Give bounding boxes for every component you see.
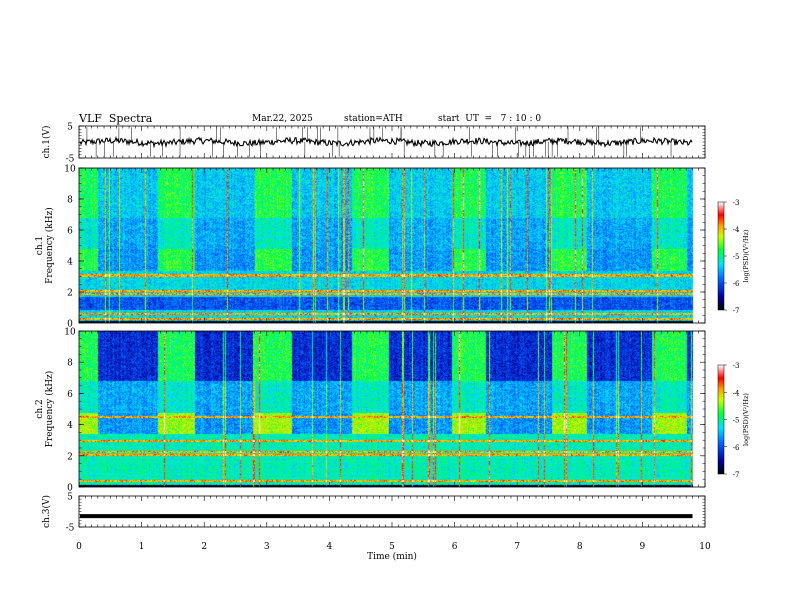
ch1-spectrogram-ylabel: Frequency (kHz) bbox=[44, 207, 55, 284]
ch2-spectrogram-ylabel: Frequency (kHz) bbox=[44, 371, 55, 448]
ch2-spectrogram-image bbox=[79, 331, 705, 487]
ch1-voltage-series bbox=[79, 135, 693, 149]
ch2-colorbar-label: log(PSD)(V²/Hz) bbox=[742, 393, 750, 446]
ch1-voltage-ylabel: ch.1(V) bbox=[41, 126, 52, 159]
ch1-spectrogram-ytick-label: 8 bbox=[67, 196, 73, 206]
ch1-colorbar-tick-label: -7 bbox=[733, 307, 740, 315]
ch2-spectrogram-ytick-label: 4 bbox=[67, 421, 73, 431]
x-tick-label: 1 bbox=[139, 542, 145, 552]
ch3-voltage-ytick-label: -5 bbox=[66, 524, 75, 534]
ch3-voltage-ylabel: ch.3(V) bbox=[41, 495, 52, 528]
ch1-spectrogram-ytick-label: 6 bbox=[67, 227, 73, 237]
x-tick-label: 0 bbox=[76, 542, 82, 552]
header-title: VLF Spectra bbox=[79, 112, 153, 125]
x-tick-label: 7 bbox=[514, 542, 520, 552]
x-tick-label: 4 bbox=[327, 542, 333, 552]
ch2-colorbar bbox=[717, 364, 725, 475]
header-start-time: start UT = 7 : 10 : 0 bbox=[438, 114, 542, 124]
ch1-colorbar-tick-label: -3 bbox=[733, 199, 740, 207]
ch1-colorbar bbox=[717, 201, 725, 311]
ch1-spectrogram-ytick-label: 2 bbox=[67, 289, 73, 299]
ch3-voltage-ytick-label: 5 bbox=[67, 493, 73, 503]
header-station: station=ATH bbox=[344, 114, 403, 124]
ch2-spectrogram-ylabel: ch.2 bbox=[35, 399, 45, 418]
ch1-spectrogram-ytick-label: 10 bbox=[64, 165, 76, 175]
ch2-spectrogram-ytick-label: 10 bbox=[64, 328, 76, 338]
x-axis-label: Time (min) bbox=[367, 551, 417, 562]
ch2-spectrogram-ytick-label: 0 bbox=[67, 484, 73, 494]
ch1-spectrogram-image bbox=[79, 168, 705, 323]
x-tick-label: 10 bbox=[699, 542, 711, 552]
ch2-colorbar-tick-label: -5 bbox=[733, 417, 740, 425]
x-tick-label: 5 bbox=[389, 542, 395, 552]
x-tick-label: 3 bbox=[264, 542, 270, 552]
spectrogram-images bbox=[79, 168, 705, 487]
x-tick-label: 6 bbox=[452, 542, 458, 552]
x-tick-label: 8 bbox=[577, 542, 583, 552]
ch1-colorbar-tick-label: -5 bbox=[733, 253, 740, 261]
ch2-colorbar-tick-label: -6 bbox=[733, 444, 740, 452]
ch2-colorbar-tick-label: -4 bbox=[733, 389, 740, 397]
ch2-spectrogram-ytick-label: 6 bbox=[67, 390, 73, 400]
ch1-voltage-ytick-label: -5 bbox=[66, 155, 75, 165]
x-tick-label: 2 bbox=[201, 542, 207, 552]
ch1-colorbar-tick-label: -6 bbox=[733, 280, 740, 288]
header-date: Mar.22, 2025 bbox=[252, 114, 313, 124]
ch1-spectrogram-ytick-label: 4 bbox=[67, 258, 73, 268]
ch2-colorbar-tick-label: -7 bbox=[733, 471, 740, 479]
ch1-colorbar-label: log(PSD)(V²/Hz) bbox=[742, 229, 750, 282]
ch1-spectrogram-ytick-label: 0 bbox=[67, 320, 73, 330]
ch1-spectrogram-ylabel: ch.1 bbox=[35, 236, 45, 255]
ch2-colorbar-tick-label: -3 bbox=[733, 362, 740, 370]
ch1-voltage-ytick-label: 5 bbox=[67, 123, 73, 133]
ch1-colorbar-tick-label: -4 bbox=[733, 226, 740, 234]
ch2-spectrogram-ytick-label: 2 bbox=[67, 452, 73, 462]
ch2-spectrogram-ytick-label: 8 bbox=[67, 359, 73, 369]
x-tick-label: 9 bbox=[640, 542, 646, 552]
